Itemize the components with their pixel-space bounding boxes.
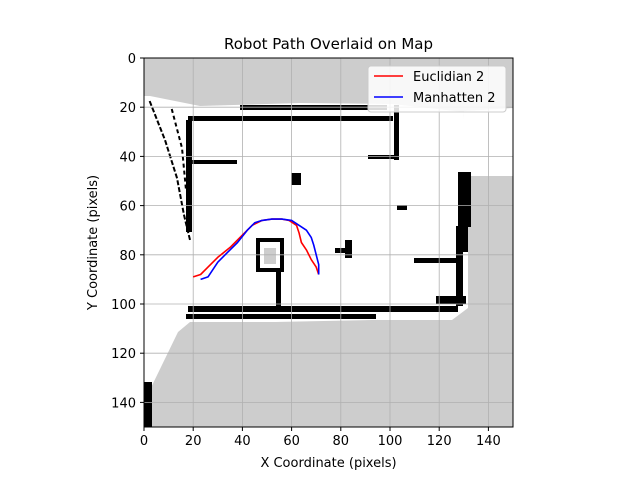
y-axis: 0 20 40 60 80 100 120 140 — [111, 52, 144, 411]
x-tick-label: 60 — [283, 434, 300, 449]
y-axis-title: Y Coordinate (pixels) — [86, 175, 101, 311]
y-tick-label: 80 — [119, 249, 136, 264]
map-layer — [144, 58, 513, 427]
plot-area — [143, 57, 514, 428]
legend: Euclidian 2 Manhatten 2 — [367, 65, 507, 113]
legend-label-manhatten: Manhatten 2 — [413, 91, 495, 106]
y-tick-label: 120 — [111, 347, 136, 362]
x-tick-label: 100 — [378, 434, 403, 449]
x-axis: 0 20 40 60 80 100 120 140 — [140, 427, 501, 449]
x-tick-label: 140 — [476, 434, 501, 449]
chart-title: Robot Path Overlaid on Map — [224, 35, 433, 53]
plot-frame — [143, 57, 514, 428]
y-tick-label: 40 — [119, 150, 136, 165]
x-axis-title: X Coordinate (pixels) — [260, 456, 396, 471]
series-layer — [192, 218, 320, 281]
x-tick-label: 20 — [185, 434, 202, 449]
y-tick-label: 140 — [111, 396, 136, 411]
series-line-1 — [200, 218, 320, 281]
y-tick-label: 20 — [119, 101, 136, 116]
x-tick-label: 0 — [140, 434, 148, 449]
y-tick-label: 0 — [128, 52, 136, 67]
y-tick-label: 100 — [111, 298, 136, 313]
x-tick-label: 80 — [333, 434, 350, 449]
legend-box — [367, 65, 507, 113]
x-tick-label: 40 — [234, 434, 251, 449]
x-tick-label: 120 — [427, 434, 452, 449]
y-tick-label: 60 — [119, 200, 136, 215]
legend-label-euclidian: Euclidian 2 — [413, 70, 484, 85]
